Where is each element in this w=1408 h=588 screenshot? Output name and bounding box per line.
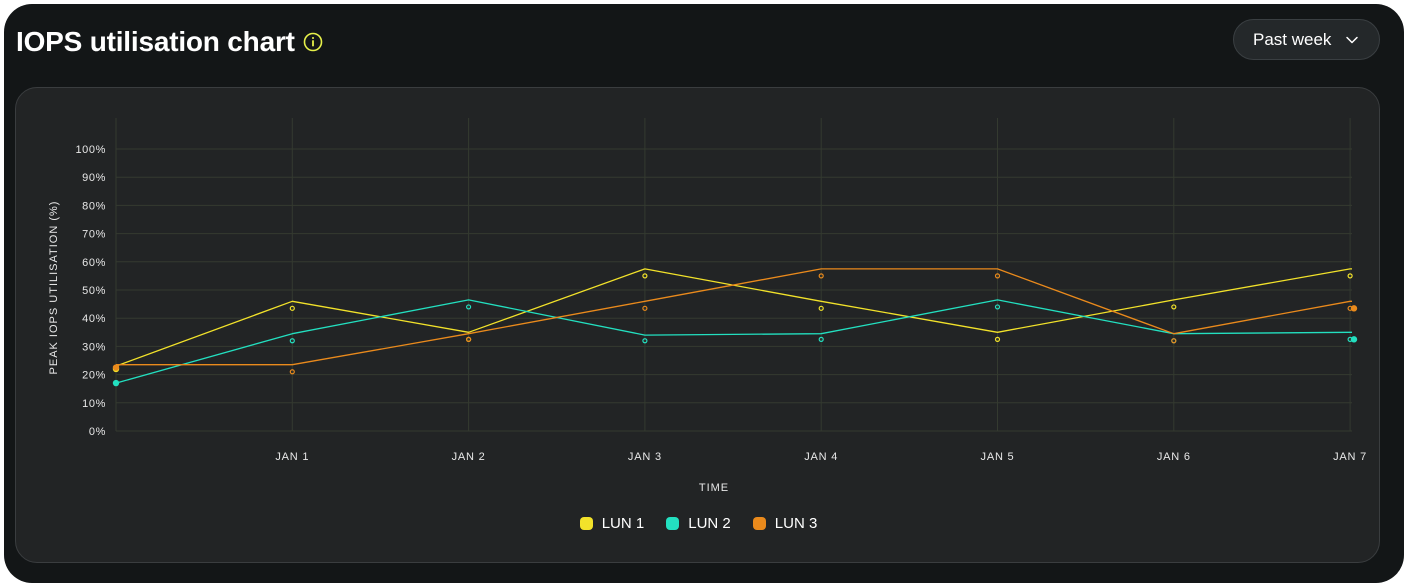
legend-swatch: [752, 517, 766, 530]
x-tick-label: JAN 6: [1157, 451, 1191, 463]
legend-item-lun-2[interactable]: LUN 2: [666, 515, 731, 532]
y-tick-label: 60%: [82, 257, 106, 269]
data-point-lun-2: [1350, 336, 1358, 343]
y-tick-label: 40%: [82, 313, 106, 325]
data-point-lun-1: [994, 336, 1001, 342]
chart-title: IOPS utilisation chart: [16, 26, 295, 57]
legend-item-lun-1[interactable]: LUN 1: [579, 515, 645, 532]
data-point-lun-2: [818, 336, 824, 342]
time-range-selected: Past week: [1253, 29, 1332, 49]
data-point-lun-3: [994, 273, 1001, 279]
legend-swatch: [666, 517, 680, 530]
line-chart: 0% 10% 20% 30% 40% 50% 60% 70% 80% 90% 100% JAN 1 JA…: [48, 118, 1367, 494]
y-tick-label: 80%: [82, 200, 106, 212]
x-tick-label: JAN 2: [452, 451, 486, 463]
data-point-lun-1: [289, 305, 295, 311]
data-point-lun-3: [1350, 305, 1358, 312]
data-point-lun-1: [642, 273, 648, 279]
data-point-lun-2: [289, 338, 295, 344]
series-line-lun-3: [116, 268, 1352, 366]
series-line-lun-2: [115, 299, 1352, 384]
data-point-lun-2: [994, 304, 1001, 310]
data-point-lun-2: [466, 304, 472, 310]
data-point-lun-1: [1171, 304, 1177, 310]
y-tick-label: 20%: [82, 370, 106, 382]
y-tick-label: 50%: [82, 285, 106, 297]
data-point-lun-3: [112, 364, 120, 371]
legend-label: LUN 2: [688, 515, 731, 532]
data-point-lun-1: [818, 305, 824, 311]
data-point-lun-2: [642, 338, 648, 344]
y-axis-title: PEAK IOPS UTILISATION (%): [48, 201, 60, 375]
y-tick-label: 30%: [82, 341, 106, 353]
data-point-lun-1: [1347, 273, 1353, 279]
data-point-lun-3: [1171, 338, 1177, 344]
y-tick-label: 100%: [75, 144, 106, 156]
y-tick-label: 0%: [89, 426, 106, 438]
x-tick-label: JAN 5: [981, 451, 1015, 463]
x-tick-label: JAN 3: [628, 451, 662, 463]
legend-label: LUN 1: [601, 515, 645, 532]
data-point-lun-3: [289, 369, 295, 375]
data-point-lun-3: [466, 336, 472, 342]
chart-legend: LUN 1 LUN 2 LUN 3: [16, 515, 1381, 532]
title-row: IOPS utilisation chart: [16, 22, 323, 62]
data-point-lun-2: [112, 379, 120, 387]
time-range-dropdown[interactable]: Past week: [1233, 19, 1380, 60]
x-tick-label: JAN 7: [1333, 451, 1367, 463]
chevron-down-icon: [1346, 36, 1358, 44]
data-point-lun-3: [818, 273, 824, 279]
data-point-lun-3: [642, 305, 648, 311]
series-line-lun-1: [115, 268, 1352, 367]
x-tick-label: JAN 1: [275, 451, 309, 463]
legend-label: LUN 3: [774, 515, 818, 532]
y-tick-label: 70%: [82, 229, 106, 241]
iops-chart-card: IOPS utilisation chart Past week 0% 10% 20…: [4, 4, 1404, 583]
x-tick-label: JAN 4: [804, 451, 838, 463]
legend-item-lun-3[interactable]: LUN 3: [752, 515, 818, 532]
chart-panel: 0% 10% 20% 30% 40% 50% 60% 70% 80% 90% 100% JAN 1 JA…: [15, 87, 1380, 563]
y-tick-label: 90%: [82, 172, 106, 184]
y-tick-label: 10%: [82, 398, 106, 410]
x-axis-title: TIME: [699, 482, 729, 494]
legend-swatch: [579, 517, 593, 530]
info-circle-icon[interactable]: [303, 32, 323, 52]
